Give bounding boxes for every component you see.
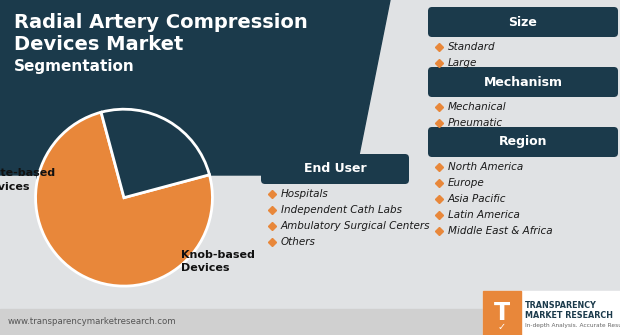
Text: Knob-based
Devices: Knob-based Devices (182, 250, 255, 273)
Bar (483, 291, 521, 335)
Text: Ambulatory Surgical Centers: Ambulatory Surgical Centers (281, 221, 430, 231)
Text: ✓: ✓ (498, 322, 506, 332)
Text: T: T (494, 301, 510, 325)
Text: TRANSPARENCY: TRANSPARENCY (525, 300, 597, 310)
Text: Mechanical: Mechanical (448, 102, 507, 112)
FancyBboxPatch shape (36, 154, 184, 184)
FancyBboxPatch shape (428, 127, 618, 157)
Text: Segmentation: Segmentation (14, 59, 135, 74)
Text: Product: Product (82, 162, 138, 176)
Text: Hospitals: Hospitals (281, 189, 329, 199)
Bar (0, 309, 620, 335)
Wedge shape (35, 112, 213, 286)
Text: Pneumatic: Pneumatic (448, 118, 503, 128)
Text: Independent Cath Labs: Independent Cath Labs (281, 205, 402, 215)
Bar (432, 0, 614, 335)
FancyBboxPatch shape (428, 67, 618, 97)
Text: Latin America: Latin America (448, 210, 520, 220)
Text: Plate-based
Devices: Plate-based Devices (0, 169, 55, 192)
Text: Size: Size (508, 15, 538, 28)
Text: Asia Pacific: Asia Pacific (448, 194, 507, 204)
Text: Mechanism: Mechanism (484, 75, 562, 88)
Text: www.transparencymarketresearch.com: www.transparencymarketresearch.com (8, 318, 177, 327)
Text: Europe: Europe (448, 178, 485, 188)
Bar (483, 291, 620, 335)
Text: Standard: Standard (448, 42, 495, 52)
Text: MARKET RESEARCH: MARKET RESEARCH (525, 311, 613, 320)
Text: End User: End User (304, 162, 366, 176)
Polygon shape (0, 0, 390, 175)
FancyBboxPatch shape (261, 154, 409, 184)
Text: Devices Market: Devices Market (14, 35, 184, 54)
Text: Middle East & Africa: Middle East & Africa (448, 226, 552, 236)
Text: Region: Region (498, 135, 547, 148)
Wedge shape (101, 109, 210, 198)
Text: Radial Artery Compression: Radial Artery Compression (14, 13, 308, 32)
FancyBboxPatch shape (428, 7, 618, 37)
Text: Others: Others (281, 237, 316, 247)
Text: Large: Large (448, 58, 477, 68)
Text: North America: North America (448, 162, 523, 172)
Text: In-depth Analysis. Accurate Results: In-depth Analysis. Accurate Results (525, 323, 620, 328)
